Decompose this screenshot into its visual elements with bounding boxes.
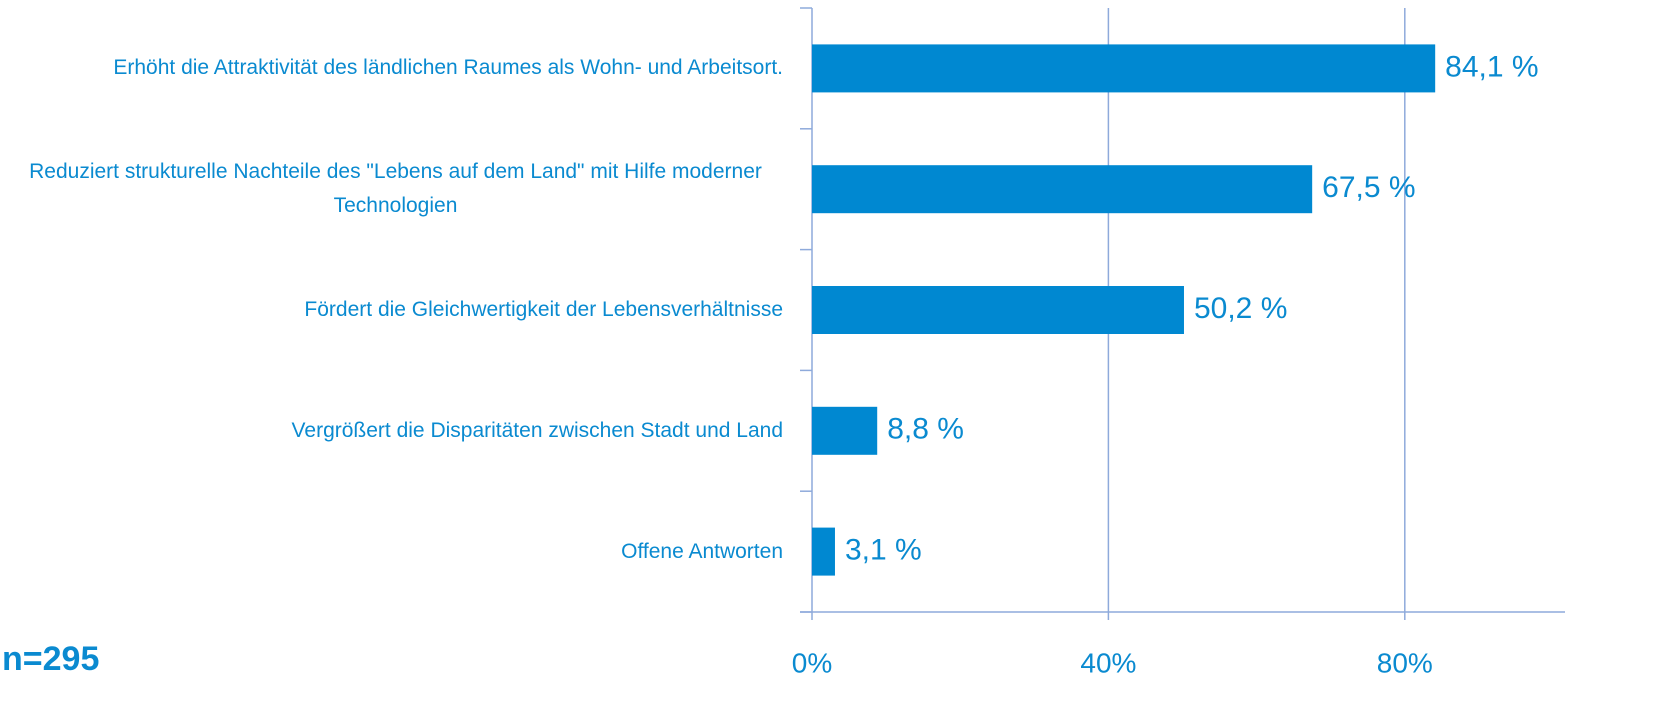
- category-label: Vergrößert die Disparitäten zwischen Sta…: [8, 381, 783, 481]
- data-label: 84,1 %: [1445, 50, 1538, 83]
- bar: [812, 527, 835, 576]
- category-text: Offene Antworten: [621, 539, 783, 563]
- category-label: Offene Antworten: [8, 502, 783, 602]
- x-tick-label: 80%: [1377, 647, 1433, 678]
- bar: [812, 286, 1184, 334]
- category-text: Vergrößert die Disparitäten zwischen Sta…: [291, 418, 783, 442]
- x-tick-label: 0%: [792, 647, 832, 678]
- data-label: 67,5 %: [1322, 171, 1415, 204]
- category-text: Erhöht die Attraktivität des ländlichen …: [113, 56, 783, 80]
- bar: [812, 406, 878, 455]
- annotation: n=295: [2, 640, 100, 678]
- category-label: Fördert die Gleichwertigkeit der Lebensv…: [8, 260, 783, 360]
- bar: [812, 44, 1436, 93]
- category-label: Erhöht die Attraktivität des ländlichen …: [8, 18, 783, 118]
- category-label: Reduziert strukturelle Nachteile des "Le…: [8, 139, 783, 239]
- x-tick-label: 40%: [1080, 647, 1136, 678]
- data-label: 8,8 %: [887, 413, 964, 446]
- bar: [812, 165, 1313, 214]
- category-text: Fördert die Gleichwertigkeit der Lebensv…: [304, 298, 783, 321]
- category-text: Reduziert strukturelle Nachteile des "Le…: [29, 160, 762, 218]
- data-label: 50,2 %: [1194, 292, 1287, 325]
- data-label: 3,1 %: [845, 534, 922, 567]
